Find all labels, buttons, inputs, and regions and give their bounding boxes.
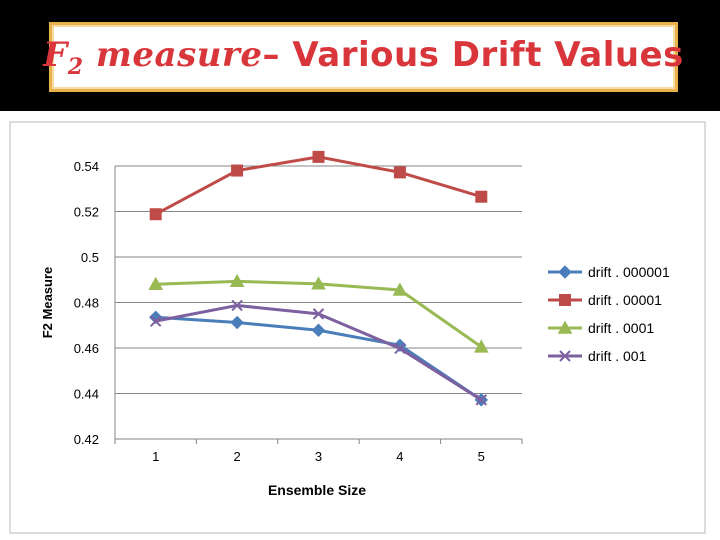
y-tick-label: 0.48 <box>74 296 99 311</box>
data-point <box>230 315 244 330</box>
title-math-symbol: F <box>43 34 68 75</box>
data-point <box>393 166 406 179</box>
data-point <box>231 164 244 177</box>
x-axis-label: Ensemble Size <box>268 482 366 498</box>
legend-label: drift . 00001 <box>588 292 662 308</box>
data-point <box>394 342 406 355</box>
data-point <box>312 308 325 320</box>
title-rest: – Various Drift Values <box>262 34 684 75</box>
legend-marker <box>557 320 573 334</box>
legend-label: drift . 000001 <box>588 264 670 280</box>
data-point <box>475 394 488 406</box>
title-math-word: measure <box>83 34 263 75</box>
data-point <box>231 299 243 312</box>
slide-title-box: F2 measure– Various Drift Values <box>43 22 683 92</box>
title-divider <box>0 111 720 114</box>
data-point <box>311 276 326 290</box>
data-point <box>312 150 325 163</box>
y-axis-label: F2 Measure <box>40 267 55 339</box>
y-tick-label: 0.44 <box>74 387 99 402</box>
data-point <box>149 208 162 221</box>
legend-label: drift . 001 <box>588 348 647 364</box>
chart-frame <box>9 121 706 534</box>
data-point <box>473 339 489 353</box>
x-tick-label: 2 <box>233 449 240 464</box>
data-point <box>475 190 488 203</box>
y-tick-label: 0.5 <box>81 250 99 265</box>
data-point <box>148 276 164 290</box>
y-tick-label: 0.52 <box>74 205 99 220</box>
data-point <box>149 315 162 327</box>
x-tick-label: 1 <box>152 449 159 464</box>
x-tick-label: 3 <box>315 449 322 464</box>
data-point <box>311 323 326 337</box>
legend-marker <box>559 350 571 362</box>
y-tick-label: 0.54 <box>74 159 99 174</box>
legend-label: drift . 0001 <box>588 320 654 336</box>
legend-marker <box>559 294 571 306</box>
data-point <box>229 273 245 288</box>
slide-title: F2 measure– Various Drift Values <box>43 35 684 80</box>
data-point <box>392 282 408 296</box>
title-subscript: 2 <box>67 53 84 80</box>
y-tick-label: 0.42 <box>74 432 99 447</box>
line-chart: 0.42 0.44 0.46 0.48 0.5 0.52 0.54 1 2 3 4 5 drift .… <box>9 121 706 534</box>
x-tick-label: 4 <box>396 449 403 464</box>
y-tick-label: 0.46 <box>74 341 99 356</box>
x-tick-label: 5 <box>478 449 485 464</box>
legend-marker <box>558 265 572 279</box>
